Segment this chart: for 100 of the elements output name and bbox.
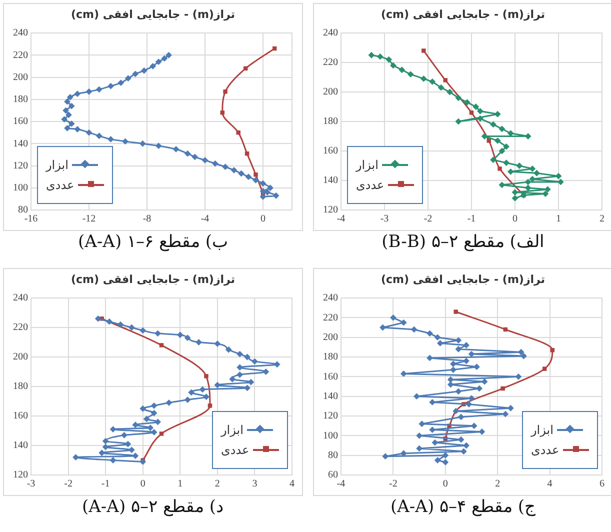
x-tick-label: 4	[547, 478, 552, 490]
legend-label: عددی	[531, 443, 560, 457]
point	[68, 102, 75, 110]
legend-label: ابزار	[531, 423, 554, 437]
point	[490, 121, 496, 128]
point	[498, 148, 506, 154]
point	[140, 327, 146, 334]
y-tick-label: 60	[328, 470, 338, 481]
point	[498, 166, 502, 171]
point	[481, 378, 488, 385]
point	[368, 52, 375, 58]
point	[429, 399, 436, 406]
point	[96, 132, 102, 140]
point	[447, 376, 454, 383]
point	[61, 116, 68, 122]
point	[476, 385, 483, 392]
chart-title: تراز(m) - جابجایی افقی (cm)	[70, 273, 236, 286]
point	[260, 188, 266, 194]
point	[429, 426, 436, 433]
point	[140, 67, 148, 74]
point	[529, 166, 536, 172]
y-tick-label: 200	[13, 352, 28, 363]
x-tick-label: 0	[260, 214, 266, 225]
y-tick-label: 140	[13, 440, 28, 452]
point	[204, 374, 208, 378]
x-tick-label: 1	[178, 478, 183, 490]
x-tick-label: 6	[600, 478, 604, 490]
point	[555, 172, 562, 180]
point	[507, 168, 514, 175]
point	[159, 432, 164, 436]
point	[418, 420, 426, 428]
point	[452, 408, 460, 414]
point	[86, 88, 92, 95]
y-tick-label: 200	[323, 332, 338, 343]
point	[518, 348, 524, 356]
point	[470, 422, 478, 430]
point	[416, 445, 422, 452]
y-tick-label: 140	[13, 138, 28, 150]
y-tick-label: 220	[13, 322, 28, 334]
point	[390, 314, 396, 321]
point	[481, 133, 488, 140]
y-tick-label: 120	[13, 470, 28, 481]
point	[68, 120, 75, 127]
point	[128, 324, 135, 331]
point	[236, 372, 243, 378]
x-tick-label: 1	[556, 214, 561, 225]
point	[192, 154, 198, 160]
y-tick-label: 140	[323, 175, 338, 186]
point	[502, 410, 509, 418]
point	[184, 150, 191, 157]
y-tick-label: 120	[13, 160, 28, 172]
point	[236, 350, 243, 358]
point	[469, 110, 474, 115]
point	[140, 458, 146, 465]
y-tick-label: 240	[323, 28, 338, 39]
point	[150, 402, 158, 409]
point	[494, 110, 501, 118]
y-tick-label: 160	[13, 116, 28, 128]
point	[542, 366, 547, 371]
point	[454, 310, 458, 314]
x-tick-label: -4	[336, 214, 346, 225]
x-tick-label: -8	[142, 214, 152, 225]
point	[442, 459, 449, 466]
y-tick-label: 240	[13, 292, 28, 304]
point	[376, 53, 384, 60]
point	[438, 84, 444, 91]
point	[443, 78, 448, 82]
x-tick-label: -1	[467, 214, 476, 225]
point	[166, 400, 172, 406]
x-tick-label: 2	[600, 214, 604, 225]
point	[464, 99, 470, 106]
legend-label: عددی	[221, 443, 250, 457]
point	[184, 396, 191, 403]
chart-title: تراز(m) - جابجایی افقی (cm)	[70, 8, 236, 21]
legend-label: عددی	[46, 178, 74, 192]
point	[463, 342, 470, 348]
point	[74, 90, 81, 98]
point	[124, 440, 132, 448]
point	[252, 358, 258, 365]
legend-label: عددی	[356, 178, 384, 192]
point	[117, 321, 124, 328]
point	[203, 394, 210, 400]
point	[436, 340, 444, 346]
point	[520, 352, 527, 360]
point	[102, 438, 109, 444]
x-tick-label: -3	[26, 478, 36, 490]
point	[66, 94, 74, 100]
point	[150, 410, 158, 416]
point	[139, 140, 146, 147]
text: د) مقطع ۲–۵ (A-A)	[81, 496, 225, 517]
point	[150, 62, 156, 70]
point	[544, 186, 551, 193]
point	[455, 346, 462, 352]
point	[450, 366, 456, 373]
point	[413, 393, 420, 400]
y-tick-label: 160	[323, 146, 338, 157]
chart-title: تراز(m) - جابجایی افقی (cm)	[380, 8, 546, 21]
point	[455, 388, 462, 395]
y-tick-label: 180	[13, 381, 28, 392]
point	[155, 58, 162, 65]
